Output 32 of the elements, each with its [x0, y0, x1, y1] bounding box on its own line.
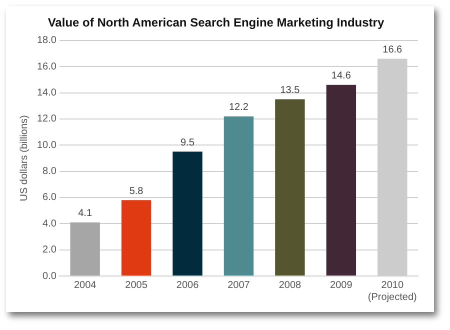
bar — [326, 84, 356, 276]
x-tick-label: 2007 — [228, 280, 250, 291]
x-tick-label: 2008 — [278, 280, 302, 291]
data-label: 4.1 — [78, 208, 92, 220]
y-tick-label: 8.0 — [42, 166, 57, 178]
x-tick-label: 2005 — [125, 280, 148, 291]
x-tick-label: 2006 — [176, 280, 200, 291]
bar — [121, 200, 152, 276]
y-tick-label: 10.0 — [36, 140, 57, 151]
x-tick-label: 2010 (Projected) — [368, 280, 417, 303]
bar — [224, 116, 254, 276]
data-label: 12.2 — [228, 102, 249, 114]
data-label: 5.8 — [129, 186, 144, 197]
y-tick-label: 18.0 — [36, 35, 57, 46]
y-tick-label: 6.0 — [42, 192, 57, 204]
bar — [70, 222, 100, 276]
data-label: 13.5 — [280, 85, 300, 96]
data-label: 14.6 — [331, 70, 352, 82]
x-tick-label: 2004 — [74, 280, 97, 291]
y-tick-label: 0.0 — [42, 270, 57, 282]
y-axis-title: US dollars (billions) — [18, 115, 30, 202]
y-tick-label: 12.0 — [36, 114, 57, 125]
y-tick-label: 4.0 — [42, 218, 57, 230]
bar — [275, 99, 305, 276]
bar — [172, 152, 202, 276]
chart-title: Value of North American Search Engine Marketing Industry — [48, 16, 384, 30]
y-tick-label: 2.0 — [42, 244, 57, 256]
data-label: 16.6 — [382, 44, 403, 56]
x-tick-label: 2009 — [330, 280, 353, 291]
y-tick-label: 16.0 — [36, 61, 57, 72]
data-label: 9.5 — [180, 137, 195, 148]
y-tick-label: 14.0 — [36, 88, 57, 99]
